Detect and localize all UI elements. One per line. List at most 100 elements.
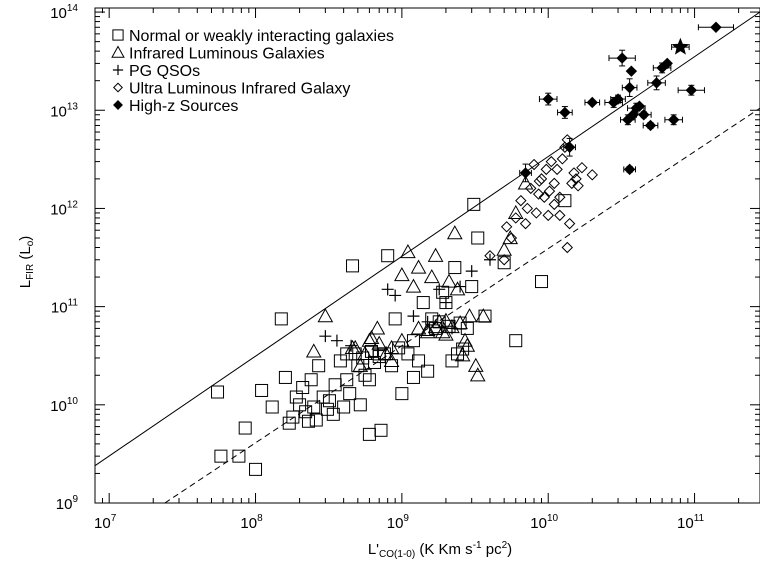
plot-frame (94, 7, 760, 504)
legend-label: Ultra Luminous Infrared Galaxy (129, 81, 350, 98)
point-square (421, 364, 435, 378)
point-filled-diamond (542, 93, 554, 105)
point-square (362, 427, 376, 441)
x-tick-label: 1011 (677, 513, 705, 532)
legend-marker-triangle (111, 45, 125, 58)
point-square (374, 423, 388, 437)
point-square (388, 312, 402, 326)
point-square (362, 373, 376, 387)
point-triangle (469, 367, 486, 382)
point-diamond (510, 212, 522, 224)
point-square (255, 383, 269, 397)
legend-label: PG QSOs (129, 63, 200, 80)
point-square (265, 400, 279, 414)
point-filled-diamond (661, 57, 673, 70)
point-plus (483, 253, 496, 266)
point-triangle (467, 357, 484, 372)
point-square (343, 387, 357, 401)
point-triangle (410, 259, 427, 274)
point-square (322, 394, 336, 408)
point-square (456, 342, 470, 356)
y-tick-label: 1010 (50, 396, 78, 415)
point-triangle (400, 243, 416, 259)
legend-label: Normal or weakly interacting galaxies (129, 28, 394, 45)
point-filled-diamond (616, 52, 628, 64)
point-diamond (519, 217, 532, 230)
point-plus (454, 280, 467, 293)
point-diamond (576, 161, 588, 174)
point-triangle (352, 357, 369, 372)
point-square (301, 414, 315, 428)
point-diamond (505, 232, 518, 244)
point-triangle (507, 204, 524, 220)
x-tick-label: 109 (387, 513, 410, 532)
point-filled-diamond (650, 77, 663, 89)
point-diamond (525, 182, 537, 195)
legend-marker-square (112, 29, 124, 41)
point-plus (345, 339, 358, 352)
point-square (364, 344, 378, 358)
point-square (535, 275, 549, 289)
legend-marker-filled-diamond (113, 100, 123, 110)
point-triangle (427, 247, 444, 262)
point-triangle (419, 321, 436, 336)
point-triangle (459, 337, 476, 352)
point-square (425, 312, 439, 326)
point-square (296, 381, 310, 395)
point-diamond (521, 202, 534, 215)
x-axis-title: L'CO(1-0) (K Km s-1 pc2) (368, 540, 512, 560)
point-filled-diamond (685, 84, 698, 96)
point-square (358, 368, 372, 382)
legend-marker-diamond (113, 82, 123, 93)
point-plus (439, 296, 452, 309)
point-triangle (423, 269, 440, 284)
x-tick-label: 1010 (530, 513, 558, 532)
point-diamond (535, 173, 548, 185)
point-square (211, 385, 225, 399)
point-square (406, 334, 420, 348)
point-filled-diamond (667, 114, 680, 126)
point-plus (433, 283, 446, 296)
point-triangle (431, 313, 448, 328)
point-square (497, 256, 511, 270)
point-diamond (538, 191, 550, 203)
point-square (299, 405, 313, 419)
y-tick-label: 1011 (51, 298, 79, 317)
point-square (326, 407, 340, 421)
point-diamond (542, 209, 554, 222)
point-square (278, 370, 292, 384)
legend-label: High-z Sources (129, 98, 238, 115)
point-triangle (438, 326, 454, 341)
point-square (309, 413, 323, 427)
point-triangle (454, 347, 471, 362)
point-triangle (441, 273, 457, 288)
point-triangle (449, 281, 466, 296)
point-diamond (572, 180, 584, 192)
point-triangle (452, 315, 468, 330)
point-triangle (394, 266, 410, 282)
point-diamond (515, 194, 527, 207)
point-diamond (533, 175, 546, 187)
point-diamond (530, 207, 543, 219)
point-triangle (517, 175, 534, 190)
point-triangle (317, 308, 334, 323)
point-filled-diamond (623, 81, 636, 94)
point-square (467, 197, 481, 211)
point-filled-diamond (644, 119, 657, 132)
point-plus (445, 322, 458, 335)
point-triangle (347, 339, 364, 354)
point-plus (330, 334, 343, 347)
point-square (312, 359, 326, 373)
point-square (381, 249, 395, 263)
point-filled-diamond (563, 141, 576, 153)
point-filled-diamond (638, 109, 650, 121)
y-tick-label: 1014 (50, 3, 78, 22)
point-square (465, 280, 479, 294)
point-diamond (528, 158, 540, 171)
point-triangle (305, 343, 322, 358)
point-square (307, 400, 321, 414)
point-triangle (383, 352, 400, 368)
y-tick-label: 1013 (50, 101, 78, 120)
data-points (211, 21, 722, 476)
